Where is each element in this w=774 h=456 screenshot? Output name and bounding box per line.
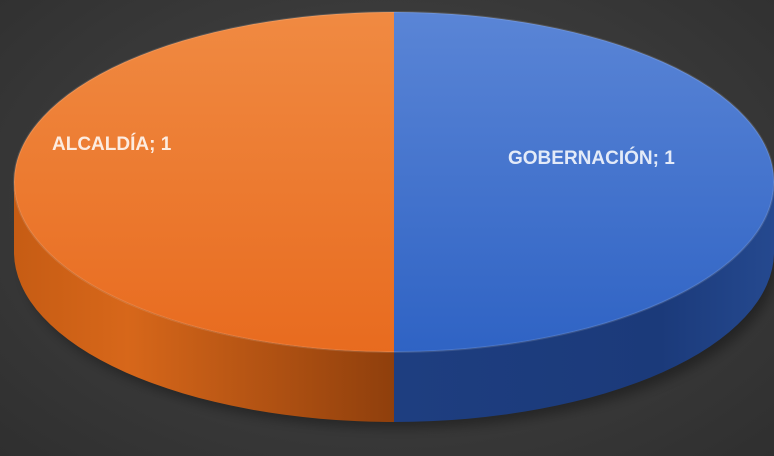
data-label-gobernacion: GOBERNACIÓN; 1: [508, 147, 675, 169]
slice-alcaldia-side: [14, 182, 394, 422]
slice-alcaldia-top: [14, 12, 394, 352]
data-label-alcaldia: ALCALDÍA; 1: [52, 133, 172, 155]
slice-gobernacion-top: [394, 12, 774, 352]
slice-gobernacion-side: [394, 182, 774, 422]
pie-rim: [13, 11, 774, 353]
